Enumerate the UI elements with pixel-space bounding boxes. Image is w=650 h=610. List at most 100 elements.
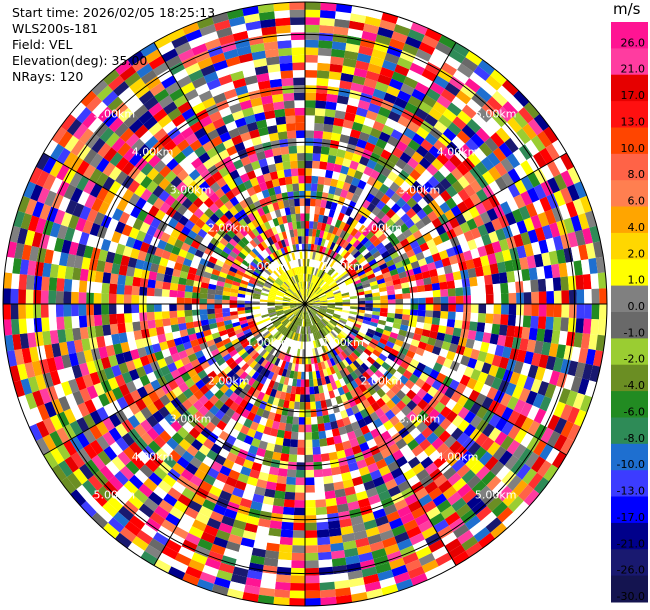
velocity-gate [102, 501, 119, 518]
velocity-gate [86, 360, 97, 374]
velocity-gate [214, 308, 223, 314]
velocity-gate [321, 318, 329, 325]
velocity-gate [394, 380, 405, 390]
velocity-gate [294, 236, 299, 245]
velocity-gate [343, 275, 351, 282]
velocity-gate [378, 490, 391, 502]
velocity-gate [150, 379, 162, 391]
velocity-gate [291, 175, 299, 184]
velocity-gate [520, 190, 533, 206]
velocity-gate [292, 244, 297, 253]
velocity-gate [149, 82, 166, 97]
velocity-gate [53, 355, 65, 371]
velocity-gate [395, 158, 408, 170]
velocity-gate [286, 476, 296, 485]
velocity-gate [347, 245, 356, 254]
velocity-gate [209, 85, 224, 98]
velocity-gate [365, 110, 379, 121]
velocity-gate [60, 212, 73, 227]
velocity-gate [274, 241, 281, 251]
velocity-gate [435, 41, 453, 56]
velocity-gate [419, 438, 432, 451]
velocity-gate [351, 121, 364, 132]
colorbar-tick-label: -13.0 [617, 485, 645, 498]
velocity-gate [475, 393, 487, 406]
velocity-gate [390, 192, 401, 203]
velocity-gate [206, 242, 217, 252]
colorbar-tick-label: -1.0 [624, 326, 645, 339]
velocity-gate [184, 315, 194, 323]
velocity-gate [469, 193, 482, 206]
velocity-gate [309, 266, 313, 275]
velocity-gate [317, 176, 326, 185]
velocity-gate [406, 186, 418, 198]
velocity-gate [312, 332, 317, 341]
velocity-gate [417, 341, 428, 350]
velocity-gate [254, 245, 263, 254]
velocity-gate [591, 304, 600, 320]
velocity-gate [374, 254, 384, 263]
velocity-gate [27, 215, 40, 232]
velocity-gate [342, 306, 351, 309]
velocity-gate [265, 481, 277, 491]
velocity-gate [353, 395, 362, 405]
velocity-gate [153, 398, 165, 411]
velocity-gate [210, 348, 220, 357]
velocity-gate [272, 381, 280, 391]
velocity-gate [210, 181, 221, 193]
velocity-gate [244, 294, 253, 299]
velocity-gate [129, 152, 143, 167]
velocity-gate [291, 285, 297, 292]
velocity-gate [336, 180, 345, 190]
velocity-gate [473, 214, 485, 228]
velocity-gate [347, 344, 356, 352]
velocity-gate [313, 285, 319, 292]
velocity-gate [560, 187, 573, 204]
velocity-gate [460, 355, 471, 367]
velocity-gate [484, 137, 499, 152]
velocity-gate [334, 156, 345, 166]
velocity-gate [273, 154, 283, 164]
velocity-gate [248, 203, 257, 213]
velocity-gate [118, 86, 134, 102]
colorbar-tick-label: 0.0 [628, 300, 646, 313]
velocity-gate [293, 409, 300, 418]
velocity-gate [289, 153, 298, 162]
velocity-gate [375, 113, 388, 125]
velocity-gate [438, 165, 451, 178]
velocity-gate [169, 289, 178, 298]
range-ring-label: 2.00km [361, 374, 403, 387]
velocity-gate [278, 314, 286, 320]
velocity-gate [451, 458, 466, 473]
velocity-gate [331, 48, 346, 58]
velocity-gate [352, 75, 366, 86]
velocity-gate [316, 521, 329, 531]
velocity-gate [365, 331, 374, 339]
velocity-gate [327, 342, 334, 350]
velocity-gate [411, 405, 423, 417]
velocity-gate [307, 311, 311, 319]
velocity-gate [292, 221, 298, 230]
velocity-gate [369, 352, 379, 361]
velocity-gate [432, 101, 447, 115]
velocity-gate [148, 102, 163, 117]
velocity-gate [395, 400, 407, 411]
velocity-gate [417, 258, 428, 267]
velocity-gate [242, 107, 255, 118]
velocity-gate [320, 301, 328, 304]
velocity-gate [306, 311, 309, 319]
velocity-gate [305, 92, 317, 101]
velocity-gate [207, 313, 216, 320]
velocity-gate [320, 361, 326, 370]
velocity-gate [149, 360, 161, 372]
velocity-gate [214, 299, 223, 304]
velocity-gate [318, 294, 327, 299]
velocity-gate [449, 360, 461, 372]
velocity-gate [146, 414, 159, 428]
velocity-gate [259, 275, 267, 282]
velocity-gate [289, 304, 298, 306]
velocity-gate [283, 499, 295, 508]
colorbar-segment [611, 74, 648, 102]
velocity-gate [89, 183, 103, 198]
velocity-gate [409, 532, 425, 546]
